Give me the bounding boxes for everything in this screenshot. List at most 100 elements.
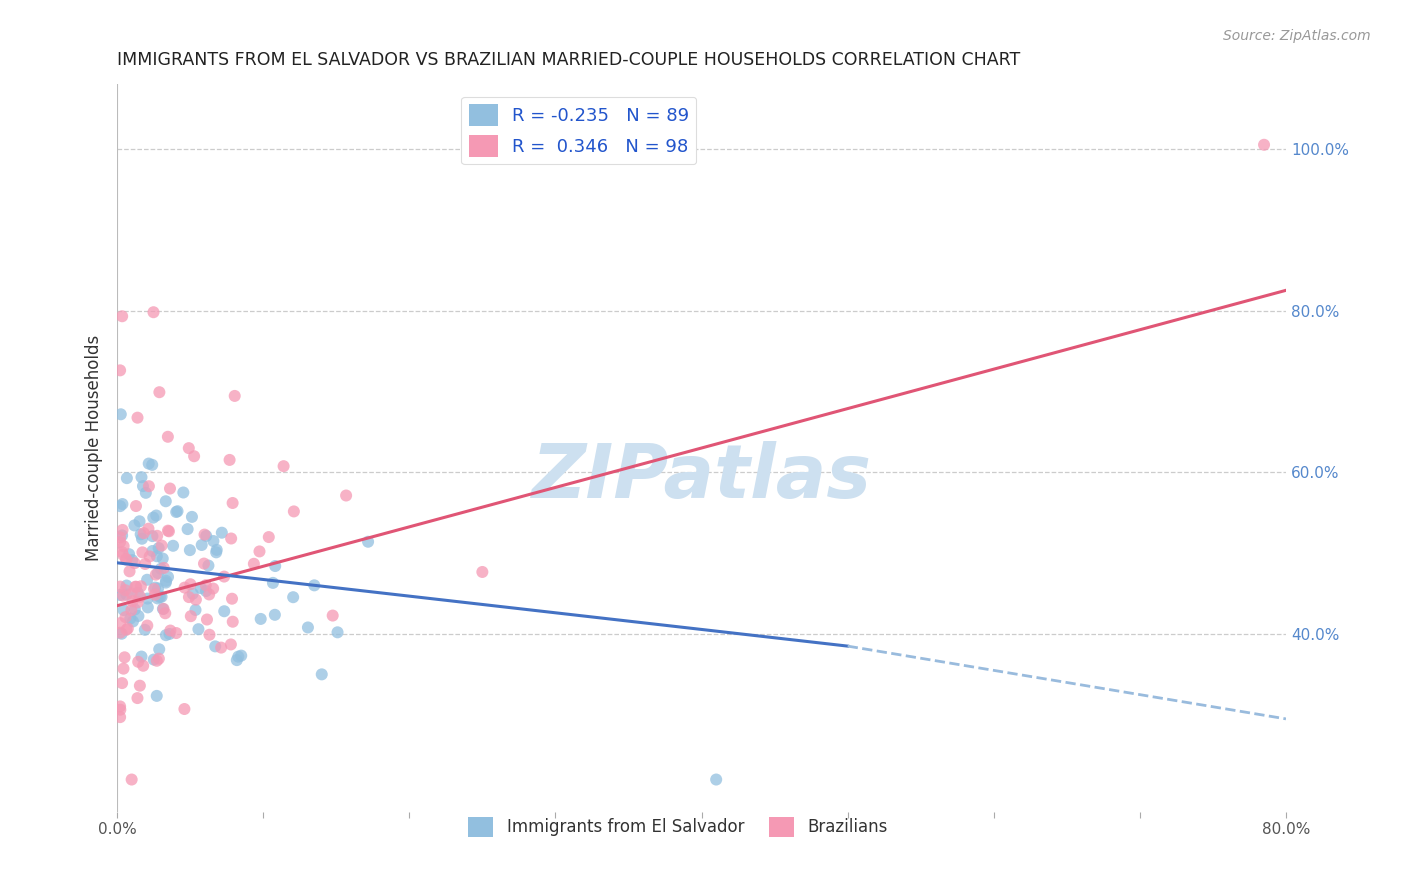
Point xyxy=(127,609,149,624)
Point xyxy=(124,556,146,570)
Point xyxy=(143,588,166,602)
Point xyxy=(136,600,159,615)
Point xyxy=(149,562,172,576)
Point xyxy=(211,525,233,540)
Point xyxy=(121,772,143,787)
Point xyxy=(221,591,243,606)
Point xyxy=(155,494,177,508)
Point xyxy=(108,699,131,714)
Point xyxy=(257,530,280,544)
Point xyxy=(127,410,149,425)
Point xyxy=(162,539,184,553)
Point xyxy=(205,545,228,559)
Point xyxy=(198,587,221,601)
Point xyxy=(180,609,202,624)
Point xyxy=(165,626,187,640)
Point xyxy=(190,581,212,595)
Point xyxy=(471,565,494,579)
Point xyxy=(149,590,172,604)
Point xyxy=(127,655,149,669)
Point xyxy=(115,587,138,601)
Point xyxy=(165,505,187,519)
Text: Source: ZipAtlas.com: Source: ZipAtlas.com xyxy=(1223,29,1371,44)
Point xyxy=(111,545,134,559)
Point xyxy=(129,527,152,541)
Point xyxy=(129,590,152,604)
Point xyxy=(156,430,179,444)
Point xyxy=(111,589,134,603)
Point xyxy=(124,580,146,594)
Point xyxy=(115,552,138,566)
Point xyxy=(150,539,173,553)
Point xyxy=(249,544,271,558)
Point xyxy=(108,710,131,724)
Point xyxy=(111,523,134,537)
Point xyxy=(195,613,218,627)
Point xyxy=(152,602,174,616)
Point xyxy=(148,651,170,665)
Text: ZIPatlas: ZIPatlas xyxy=(531,441,872,514)
Point xyxy=(322,608,344,623)
Point xyxy=(145,567,167,582)
Point xyxy=(152,551,174,566)
Point xyxy=(143,581,166,595)
Point xyxy=(108,580,131,594)
Point xyxy=(226,649,249,664)
Point xyxy=(108,588,131,602)
Point xyxy=(311,667,333,681)
Point xyxy=(115,578,138,592)
Point xyxy=(128,679,150,693)
Point xyxy=(273,459,295,474)
Point xyxy=(283,504,305,518)
Point xyxy=(183,449,205,463)
Point xyxy=(297,620,319,634)
Point xyxy=(157,570,180,584)
Point xyxy=(108,363,131,377)
Point xyxy=(209,640,232,655)
Point xyxy=(131,470,153,484)
Point xyxy=(138,522,160,536)
Point xyxy=(114,583,136,598)
Point xyxy=(212,569,235,583)
Point xyxy=(243,557,266,571)
Point xyxy=(179,543,201,558)
Point xyxy=(218,453,240,467)
Point xyxy=(173,581,195,595)
Point xyxy=(134,623,156,637)
Point xyxy=(115,623,138,637)
Text: IMMIGRANTS FROM EL SALVADOR VS BRAZILIAN MARRIED-COUPLE HOUSEHOLDS CORRELATION C: IMMIGRANTS FROM EL SALVADOR VS BRAZILIAN… xyxy=(117,51,1021,69)
Point xyxy=(131,532,153,546)
Point xyxy=(111,310,134,324)
Point xyxy=(128,514,150,528)
Point xyxy=(141,458,163,472)
Point xyxy=(304,578,326,592)
Point xyxy=(222,615,245,629)
Point xyxy=(124,518,146,533)
Point xyxy=(108,616,131,631)
Point xyxy=(219,637,242,651)
Point xyxy=(112,539,135,553)
Point xyxy=(118,565,141,579)
Point xyxy=(111,548,134,562)
Point xyxy=(141,529,163,543)
Point xyxy=(120,603,142,617)
Point xyxy=(146,529,169,543)
Point xyxy=(202,534,225,549)
Point xyxy=(159,624,181,638)
Point xyxy=(187,622,209,636)
Point xyxy=(166,504,188,518)
Point xyxy=(146,549,169,564)
Y-axis label: Married-couple Households: Married-couple Households xyxy=(86,334,103,561)
Point xyxy=(108,499,131,513)
Point xyxy=(155,575,177,590)
Point xyxy=(181,587,204,601)
Point xyxy=(121,586,143,600)
Point xyxy=(108,625,131,640)
Point xyxy=(142,305,165,319)
Point xyxy=(129,579,152,593)
Point xyxy=(108,535,131,549)
Point xyxy=(110,407,132,421)
Point xyxy=(138,479,160,493)
Point xyxy=(146,582,169,596)
Point xyxy=(127,585,149,599)
